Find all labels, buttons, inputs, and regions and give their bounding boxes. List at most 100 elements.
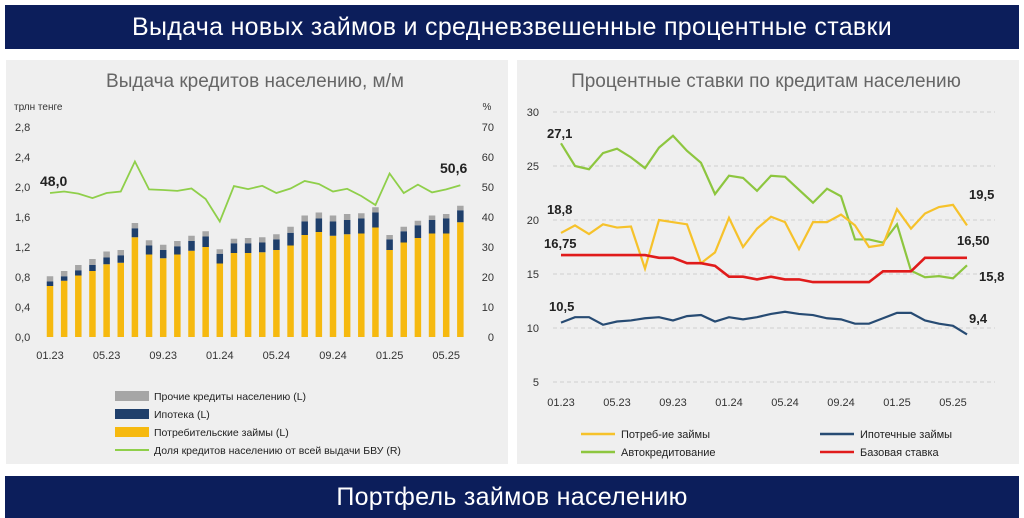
y-tick-label-right: 60	[482, 152, 494, 164]
bar-other-loans	[301, 215, 308, 222]
loans-issuance-chart: Выдача кредитов населению, м/м трлн тенге…	[14, 71, 494, 457]
bar-other-loans	[386, 235, 393, 240]
y-axis-label-right: %	[483, 102, 492, 113]
bar-consumer-loans	[117, 262, 124, 337]
line-auto-rate	[560, 134, 968, 280]
header-banner: Выдача новых займов и средневзвешенные п…	[5, 5, 1019, 49]
bar-mortgage	[301, 221, 308, 235]
bar-mortgage	[89, 265, 96, 271]
bar-consumer-loans	[400, 242, 407, 337]
x-tick-label: 09.24	[827, 397, 855, 409]
bar-consumer-loans	[386, 250, 393, 337]
y-tick-label: 30	[527, 107, 539, 119]
bar-other-loans	[145, 240, 153, 246]
bar-consumer-loans	[442, 233, 450, 337]
x-tick-label: 01.25	[376, 350, 404, 362]
line-mortgage-rate	[560, 310, 968, 336]
header-title: Выдача новых займов и средневзвешенные п…	[132, 12, 892, 41]
bar-mortgage	[202, 236, 209, 247]
bar-other-loans	[428, 215, 436, 220]
bar-mortgage	[75, 270, 82, 276]
chart-title: Процентные ставки по кредитам населению	[571, 71, 961, 92]
data-label-auto-last: 15,8	[979, 269, 1004, 284]
y-tick-label: 15	[527, 269, 539, 281]
bar-other-loans	[46, 276, 54, 282]
data-label-auto-first: 27,1	[547, 126, 572, 141]
y-tick-label-left: 0,4	[15, 302, 30, 314]
data-label-consumer-last: 19,5	[969, 187, 994, 202]
y-tick-label-right: 30	[482, 242, 494, 254]
bar-consumer-loans	[428, 233, 436, 337]
bar-other-loans	[188, 235, 195, 241]
legend-label: Автокредитование	[621, 447, 716, 459]
bar-mortgage	[117, 255, 124, 263]
y-tick-label-right: 10	[482, 302, 494, 314]
bar-consumer-loans	[89, 271, 96, 337]
x-tick-label: 09.24	[319, 350, 347, 362]
y-tick-label-right: 50	[482, 182, 494, 194]
bar-consumer-loans	[244, 253, 252, 337]
bar-consumer-loans	[75, 275, 82, 337]
footer-banner: Портфель займов населению	[5, 476, 1019, 518]
bar-other-loans	[442, 214, 450, 219]
bar-other-loans	[273, 234, 280, 240]
y-tick-label-left: 1,6	[15, 212, 30, 224]
bar-consumer-loans	[259, 252, 266, 337]
x-tick-label: 05.25	[432, 350, 460, 362]
bar-consumer-loans	[343, 234, 351, 337]
bar-mortgage	[159, 250, 167, 259]
bar-mortgage	[46, 281, 54, 286]
bar-other-loans	[414, 220, 422, 226]
bar-other-loans	[131, 223, 139, 229]
interest-rates-chart: Процентные ставки по кредитам населению 3…	[527, 71, 1005, 459]
bar-other-loans	[230, 238, 238, 244]
bar-other-loans	[287, 226, 294, 233]
bar-mortgage	[428, 220, 436, 234]
y-tick-label-left: 2,0	[15, 182, 30, 194]
bar-consumer-loans	[457, 222, 464, 337]
bar-other-loans	[202, 231, 209, 237]
bar-other-loans	[358, 213, 365, 219]
x-tick-label: 05.23	[93, 350, 121, 362]
bar-other-loans	[75, 265, 82, 271]
bar-other-loans	[329, 215, 337, 222]
x-tick-label: 01.24	[206, 350, 234, 362]
bar-consumer-loans	[202, 247, 209, 337]
data-label-consumer-first: 18,8	[547, 202, 572, 217]
line-consumer-rate	[560, 203, 968, 273]
bar-other-loans	[259, 237, 266, 243]
x-tick-label: 05.23	[603, 397, 631, 409]
y-tick-label-left: 2,4	[15, 152, 30, 164]
legend-label: Базовая ставка	[860, 447, 940, 459]
chart-title: Выдача кредитов населению, м/м	[106, 71, 404, 92]
bar-consumer-loans	[159, 258, 167, 337]
bar-consumer-loans	[273, 250, 280, 337]
y-tick-label-right: 70	[482, 122, 494, 134]
bar-mortgage	[372, 212, 379, 228]
bar-mortgage	[287, 232, 294, 246]
bar-other-loans	[244, 238, 252, 244]
bar-mortgage	[230, 243, 238, 253]
bar-other-loans	[457, 205, 464, 211]
x-tick-label: 05.24	[263, 350, 291, 362]
bar-other-loans	[372, 207, 379, 213]
y-tick-label: 20	[527, 215, 539, 227]
bar-other-loans	[315, 212, 323, 219]
bar-mortgage	[103, 257, 110, 265]
y-tick-label: 25	[527, 161, 539, 173]
line-base-rate	[561, 253, 967, 284]
data-label-base-first: 16,75	[544, 236, 577, 251]
bar-consumer-loans	[216, 263, 224, 337]
bar-mortgage	[273, 239, 280, 250]
bar-consumer-loans	[131, 237, 139, 337]
loans-issuance-panel: Выдача кредитов населению, м/м трлн тенге…	[6, 60, 508, 464]
y-tick-label-right: 0	[488, 332, 494, 344]
y-tick-label-left: 0,0	[15, 332, 30, 344]
bar-mortgage	[457, 210, 464, 223]
y-tick-label-right: 40	[482, 212, 494, 224]
bar-other-loans	[60, 271, 68, 277]
bar-consumer-loans	[372, 227, 379, 337]
bar-mortgage	[442, 218, 450, 234]
bar-mortgage	[358, 218, 365, 234]
y-tick-label-left: 2,8	[15, 122, 30, 134]
